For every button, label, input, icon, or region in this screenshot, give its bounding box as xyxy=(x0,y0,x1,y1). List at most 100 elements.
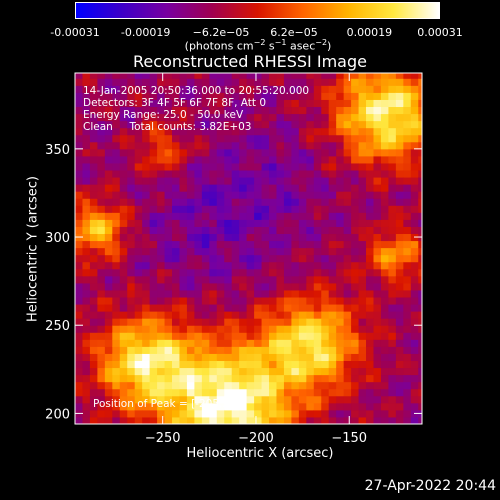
heatmap-cell xyxy=(194,226,203,235)
heatmap-cell xyxy=(75,120,83,129)
heatmap-cell xyxy=(194,304,203,312)
heatmap-cell xyxy=(388,212,397,220)
heatmap-cell xyxy=(403,297,412,305)
heatmap-cell xyxy=(261,233,270,242)
heatmap-cell xyxy=(328,212,337,220)
heatmap-cell xyxy=(231,106,240,115)
heatmap-cell xyxy=(291,198,300,206)
heatmap-cell xyxy=(269,395,277,404)
heatmap-cell xyxy=(336,170,345,178)
heatmap-cell xyxy=(194,261,203,270)
heatmap-cell xyxy=(89,177,98,185)
heatmap-cell xyxy=(395,275,404,284)
heatmap-cell xyxy=(351,282,360,291)
heatmap-cell xyxy=(201,297,210,305)
heatmap-cell xyxy=(388,374,397,383)
heatmap-cell xyxy=(201,339,210,347)
heatmap-cell xyxy=(283,282,292,291)
heatmap-cell xyxy=(142,155,151,164)
heatmap-cell xyxy=(336,275,345,284)
heatmap-cell xyxy=(380,402,389,411)
heatmap-cell xyxy=(157,311,166,319)
heatmap-cell xyxy=(149,162,158,171)
heatmap-cell xyxy=(209,282,218,291)
heatmap-cell xyxy=(216,127,225,136)
heatmap-cell xyxy=(403,226,412,235)
heatmap-cell xyxy=(149,367,158,376)
heatmap-cell xyxy=(104,99,113,108)
heatmap-cell xyxy=(201,346,210,354)
heatmap-cell xyxy=(343,141,352,150)
heatmap-cell xyxy=(172,155,180,164)
heatmap-cell xyxy=(306,127,315,136)
heatmap-cell xyxy=(127,85,136,93)
heatmap-cell xyxy=(97,141,106,150)
heatmap-cell xyxy=(179,275,188,284)
heatmap-cell xyxy=(97,297,106,305)
heatmap-cell xyxy=(388,92,397,100)
heatmap-cell xyxy=(336,155,345,164)
heatmap-cell xyxy=(194,78,203,86)
heatmap-cell xyxy=(75,127,83,136)
heatmap-cell xyxy=(351,367,360,376)
heatmap-cell xyxy=(194,170,203,178)
heatmap-cell xyxy=(388,360,397,369)
heatmap-cell xyxy=(82,402,91,411)
heatmap-cell xyxy=(395,113,404,122)
heatmap-cell xyxy=(313,388,322,397)
heatmap-cell xyxy=(321,162,330,171)
heatmap-cell xyxy=(75,332,83,340)
heatmap-cell xyxy=(231,339,240,347)
heatmap-cell xyxy=(157,416,166,425)
heatmap-cell xyxy=(127,78,136,86)
heatmap-cell xyxy=(89,78,98,86)
heatmap-cell xyxy=(336,106,345,115)
heatmap-cell xyxy=(276,78,285,86)
heatmap-cell xyxy=(380,332,389,340)
heatmap-cell xyxy=(97,339,106,347)
heatmap-cell xyxy=(410,282,419,291)
heatmap-cell xyxy=(172,268,180,277)
heatmap-cell xyxy=(276,311,285,319)
heatmap-cell xyxy=(172,416,180,425)
heatmap-cell xyxy=(194,155,203,164)
heatmap-cell xyxy=(179,374,188,383)
heatmap-cell xyxy=(269,268,277,277)
heatmap-cell xyxy=(89,120,98,129)
heatmap-cell xyxy=(82,198,91,206)
heatmap-cell xyxy=(351,127,360,136)
heatmap-cell xyxy=(283,233,292,242)
heatmap-cell xyxy=(261,275,270,284)
heatmap-cell xyxy=(283,381,292,390)
heatmap-cell xyxy=(380,360,389,369)
heatmap-cell xyxy=(388,141,397,150)
heatmap-cell xyxy=(276,268,285,277)
heatmap-cell xyxy=(119,134,128,143)
heatmap-cell xyxy=(209,416,218,425)
heatmap-cell xyxy=(149,388,158,397)
heatmap-cell xyxy=(194,346,203,354)
heatmap-cell xyxy=(89,184,98,192)
heatmap-cell xyxy=(134,332,143,340)
heatmap-cell xyxy=(321,416,330,425)
heatmap-cell xyxy=(112,374,121,383)
heatmap-cell xyxy=(246,416,255,425)
heatmap-cell xyxy=(82,395,91,404)
heatmap-cell xyxy=(380,170,389,178)
heatmap-cell xyxy=(127,184,136,192)
heatmap-cell xyxy=(209,212,218,220)
heatmap-cell xyxy=(134,395,143,404)
heatmap-cell xyxy=(224,73,233,79)
heatmap-cell xyxy=(246,162,255,171)
heatmap-cell xyxy=(231,73,240,79)
heatmap-cell xyxy=(328,275,337,284)
heatmap-cell xyxy=(291,318,300,326)
heatmap-cell xyxy=(142,141,151,150)
heatmap-cell xyxy=(358,92,367,100)
heatmap-cell xyxy=(224,184,233,192)
heatmap-cell xyxy=(172,395,180,404)
heatmap-cell xyxy=(328,226,337,235)
heatmap-cell xyxy=(172,360,180,369)
heatmap-cell xyxy=(104,282,113,291)
heatmap-cell xyxy=(395,402,404,411)
